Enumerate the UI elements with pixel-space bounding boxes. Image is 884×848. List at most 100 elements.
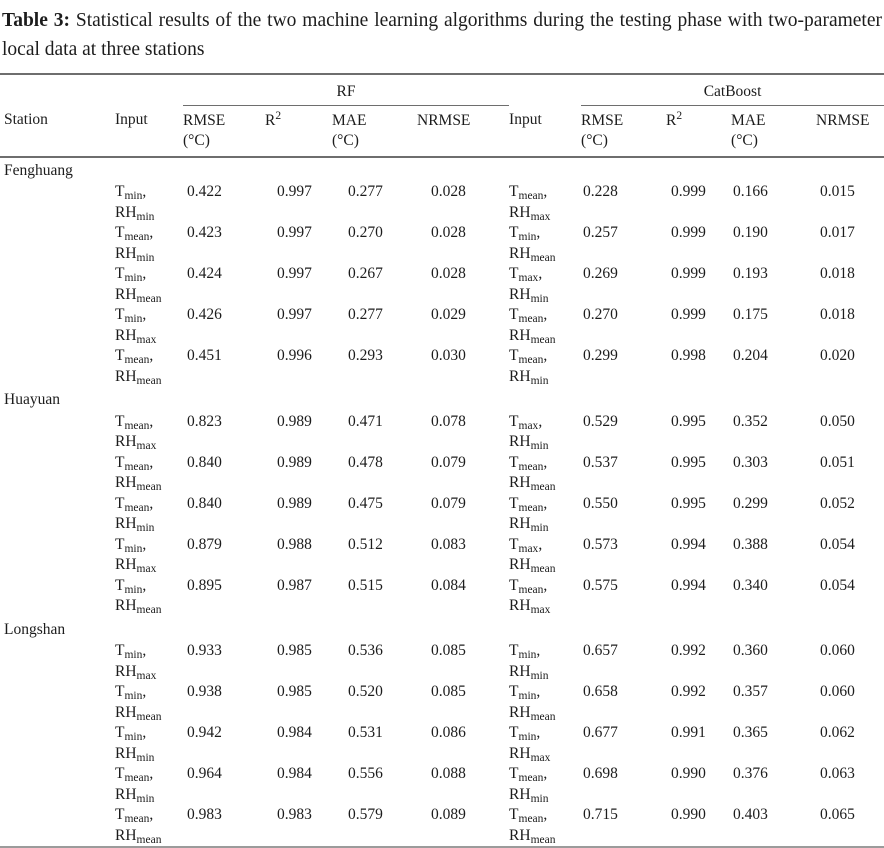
- humidity-subscript: mean: [136, 710, 162, 723]
- catboost-input-line1: Tmin,: [509, 682, 581, 703]
- rf-input-cell: Tmin, RHmax: [115, 641, 183, 682]
- temperature-subscript: min: [518, 231, 537, 243]
- rf-input-line1: Tmin,: [115, 182, 183, 203]
- col-header-input-rf: Input: [115, 105, 183, 158]
- humidity-symbol: RH: [115, 662, 137, 680]
- catboost-mae-value: 0.193: [733, 265, 768, 282]
- humidity-symbol: RH: [509, 785, 531, 803]
- catboost-input-cell: Tmax, RHmean: [509, 535, 581, 576]
- rf-nrmse-value: 0.030: [431, 347, 466, 364]
- humidity-subscript: min: [530, 292, 549, 305]
- rf-input-line2: RHmax: [115, 662, 183, 683]
- temperature-symbol: T: [509, 453, 519, 471]
- catboost-nrmse-value: 0.050: [820, 412, 855, 430]
- catboost-mae-value: 0.365: [733, 724, 768, 741]
- col-header-nrmse-catboost: NRMSE: [816, 105, 884, 158]
- input-separator: ,: [142, 535, 147, 553]
- input-separator: ,: [543, 306, 548, 323]
- humidity-subscript: max: [136, 333, 157, 346]
- rf-mae-value: 0.270: [348, 224, 383, 241]
- col-header-r2-rf: R2: [265, 105, 332, 158]
- col-header-rmse-rf: RMSE (°C): [183, 105, 265, 158]
- input-separator: ,: [538, 412, 543, 430]
- rf-mae-value: 0.293: [348, 347, 383, 364]
- input-separator: ,: [142, 724, 147, 741]
- temperature-subscript: min: [124, 731, 143, 743]
- temperature-symbol: T: [115, 224, 125, 241]
- r2-superscript: 2: [275, 109, 282, 122]
- rf-mae-value: 0.277: [348, 183, 383, 200]
- humidity-subscript: max: [136, 440, 157, 452]
- catboost-input-line2: RHmean: [509, 703, 581, 724]
- temperature-subscript: mean: [124, 813, 150, 825]
- rf-input-line2: RHmean: [115, 473, 183, 494]
- rf-input-line1: Tmean,: [115, 453, 183, 474]
- catboost-input-line2: RHmax: [509, 744, 581, 765]
- humidity-subscript: mean: [530, 833, 556, 846]
- humidity-subscript: max: [136, 563, 157, 575]
- results-table: RF CatBoost Station Input RMSE (°C) R2 MA…: [0, 73, 884, 848]
- rf-mae-value: 0.475: [348, 494, 383, 512]
- rf-rmse-value: 0.823: [187, 412, 222, 430]
- catboost-nrmse-value: 0.018: [820, 265, 855, 282]
- humidity-subscript: mean: [530, 251, 556, 264]
- rf-nrmse-value: 0.083: [431, 535, 466, 553]
- humidity-symbol: RH: [115, 515, 137, 532]
- catboost-input-cell: Tmin, RHmean: [509, 682, 581, 723]
- station-row: Longshan: [0, 617, 884, 642]
- rf-nrmse-value: 0.028: [431, 183, 466, 200]
- catboost-nrmse-value: 0.051: [820, 453, 855, 471]
- catboost-mae-value: 0.376: [733, 765, 768, 782]
- rf-rmse-value: 0.424: [187, 265, 222, 282]
- catboost-nrmse-value: 0.062: [820, 724, 855, 741]
- rf-mae-value: 0.512: [348, 535, 383, 553]
- humidity-subscript: mean: [530, 333, 556, 346]
- humidity-symbol: RH: [509, 826, 531, 844]
- rf-r2-value: 0.988: [277, 535, 312, 553]
- humidity-subscript: max: [530, 751, 551, 764]
- rf-input-cell: Tmin, RHmean: [115, 682, 183, 723]
- rf-rmse-value: 0.942: [187, 724, 222, 741]
- temperature-symbol: T: [115, 494, 125, 512]
- table-row: Tmean, RHmin 0.964 0.984 0.556 0.088 Tme…: [0, 764, 884, 805]
- catboost-input-line2: RHmin: [509, 662, 581, 683]
- catboost-nrmse-value: 0.015: [820, 183, 855, 200]
- rf-nrmse-value: 0.079: [431, 494, 466, 512]
- input-separator: ,: [149, 806, 154, 823]
- catboost-rmse-value: 0.575: [583, 576, 618, 594]
- catboost-input-cell: Tmean, RHmax: [509, 182, 581, 223]
- rf-rmse-value: 0.938: [187, 683, 222, 700]
- catboost-nrmse-value: 0.054: [820, 535, 855, 553]
- humidity-symbol: RH: [509, 662, 531, 680]
- table-row: Tmin, RHmax 0.879 0.988 0.512 0.083 Tmax…: [0, 535, 884, 576]
- catboost-r2-value: 0.995: [671, 494, 706, 512]
- temperature-subscript: mean: [124, 460, 150, 473]
- rf-nrmse-value: 0.085: [431, 642, 466, 659]
- group-spacer-input-catboost: [509, 73, 582, 105]
- catboost-r2-value: 0.999: [671, 183, 706, 200]
- catboost-input-line1: Tmax,: [509, 535, 581, 556]
- catboost-r2-value: 0.999: [671, 265, 706, 282]
- temperature-symbol: T: [115, 535, 125, 553]
- col-header-nrmse-rf: NRMSE: [417, 105, 510, 158]
- input-separator: ,: [543, 494, 548, 512]
- temperature-subscript: max: [518, 272, 539, 284]
- input-separator: ,: [142, 642, 147, 659]
- rf-input-line1: Tmin,: [115, 264, 183, 285]
- station-spacer-cell: [0, 264, 115, 305]
- catboost-mae-value: 0.204: [733, 347, 768, 364]
- input-separator: ,: [543, 347, 548, 364]
- rf-input-cell: Tmean, RHmin: [115, 494, 183, 535]
- humidity-symbol: RH: [509, 367, 531, 385]
- humidity-subscript: min: [530, 522, 549, 534]
- input-separator: ,: [543, 806, 548, 823]
- rf-r2-value: 0.983: [277, 806, 312, 823]
- rf-input-line1: Tmean,: [115, 223, 183, 244]
- input-separator: ,: [142, 683, 147, 700]
- station-spacer-cell: [0, 412, 115, 453]
- rf-input-line2: RHmin: [115, 514, 183, 535]
- input-separator: ,: [142, 576, 147, 594]
- station-name: Fenghuang: [4, 161, 73, 179]
- catboost-r2-value: 0.992: [671, 642, 706, 659]
- catboost-mae-value: 0.388: [733, 535, 768, 553]
